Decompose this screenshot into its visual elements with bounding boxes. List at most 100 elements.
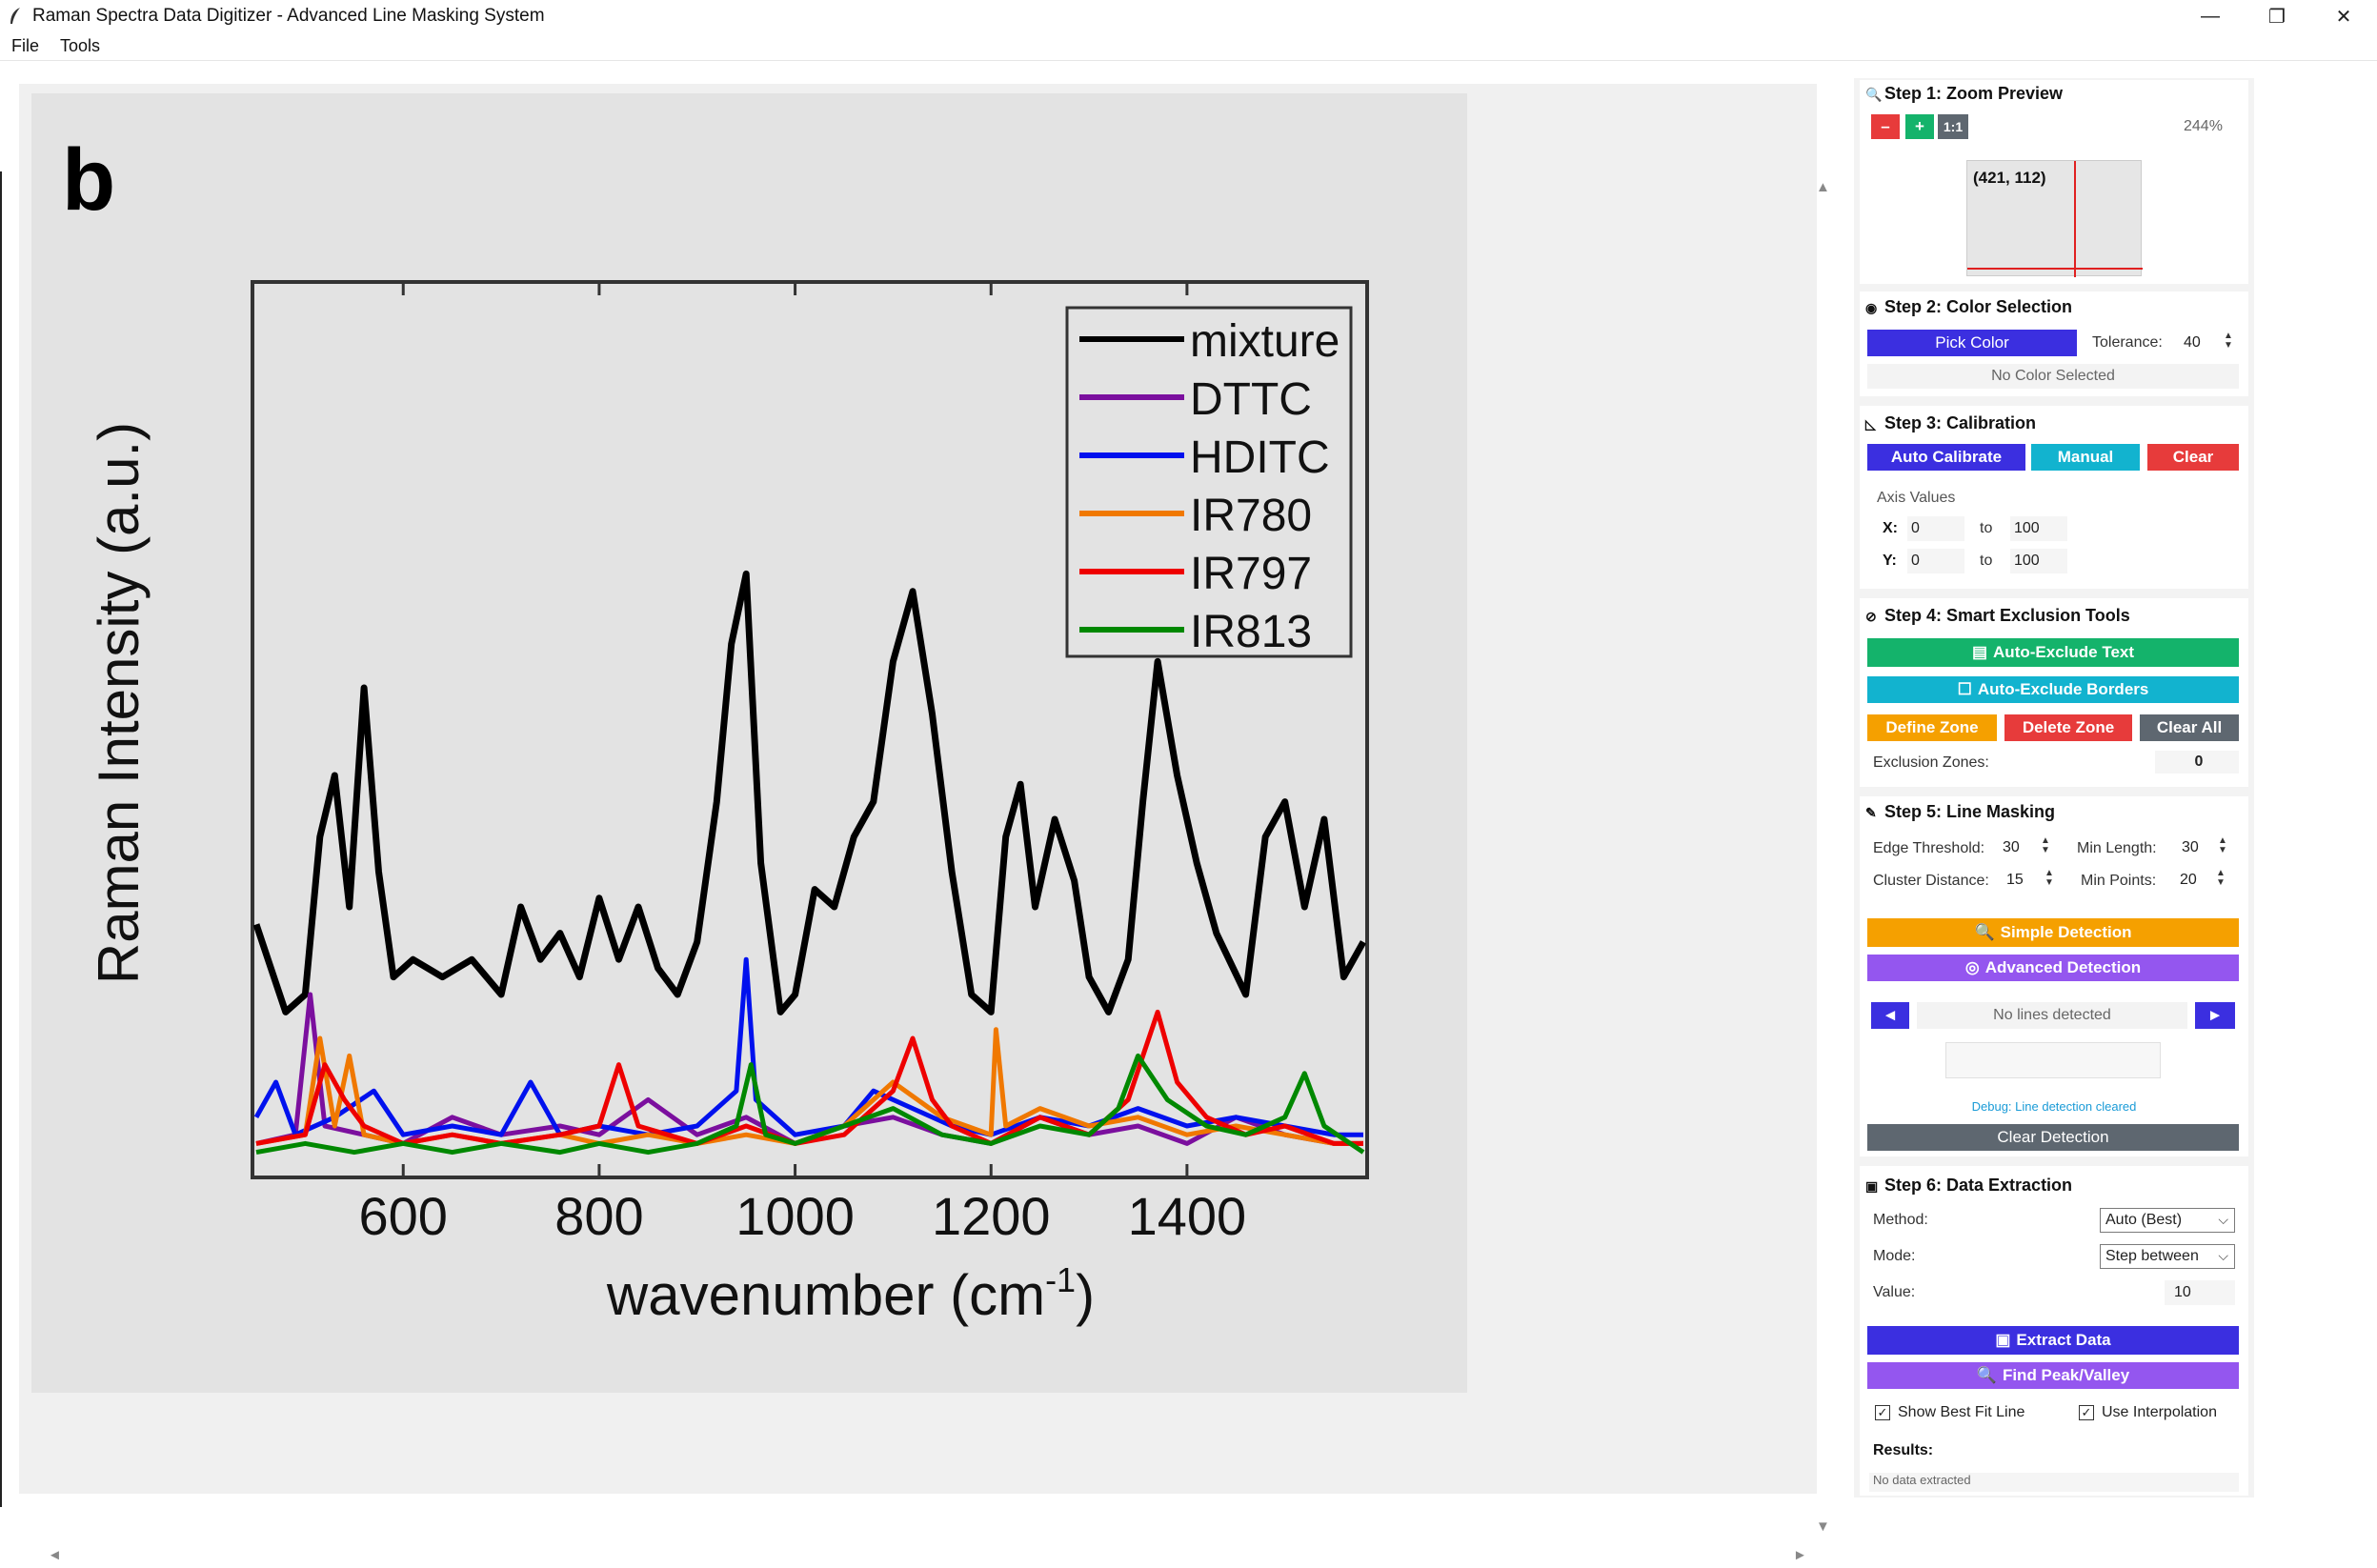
x-tick-label: 1200 xyxy=(932,1186,1051,1246)
menu-bar: File Tools xyxy=(0,32,2377,61)
y-to-input[interactable]: 100 xyxy=(2010,549,2067,573)
define-zone-button[interactable]: Define Zone xyxy=(1867,714,1997,741)
step6-title: ▣ Step 6: Data Extraction xyxy=(1865,1176,2073,1195)
best-fit-checkbox[interactable]: ✓ Show Best Fit Line xyxy=(1875,1404,2024,1421)
image-canvas[interactable]: b Raman Intensity (a.u.) 600 800 1000 1200 1… xyxy=(19,84,1830,1563)
interpolation-checkbox[interactable]: ✓ Use Interpolation xyxy=(2079,1404,2217,1421)
maximize-button[interactable]: ❐ xyxy=(2268,6,2286,28)
simple-detection-button[interactable]: 🔍 Simple Detection xyxy=(1867,918,2239,947)
legend-label-ir797: IR797 xyxy=(1190,549,1312,599)
auto-exclude-text-button[interactable]: ▤ Auto-Exclude Text xyxy=(1867,638,2239,667)
tolerance-input[interactable]: 40 xyxy=(2180,332,2214,354)
vertical-scrollbar[interactable]: ▲ ▼ xyxy=(1810,179,1835,1541)
minimize-button[interactable]: — xyxy=(2201,5,2220,27)
next-line-button[interactable]: ► xyxy=(2195,1002,2235,1029)
y-from-input[interactable]: 0 xyxy=(1907,549,1964,573)
method-select[interactable]: Auto (Best) ⌵ xyxy=(2100,1208,2235,1233)
legend-label-ir780: IR780 xyxy=(1190,491,1312,541)
scroll-right-icon[interactable]: ► xyxy=(1793,1547,1807,1563)
edge-threshold-spinner[interactable]: ▲ ▼ xyxy=(2041,835,2050,855)
x-tick-label: 600 xyxy=(359,1186,448,1246)
mode-label: Mode: xyxy=(1873,1248,1916,1264)
clear-all-zones-button[interactable]: Clear All xyxy=(2140,714,2239,741)
x-axis-label-text: wavenumber (cm xyxy=(606,1263,1045,1327)
cluster-distance-input[interactable]: 15 xyxy=(2003,869,2035,892)
delete-zone-button[interactable]: Delete Zone xyxy=(2004,714,2132,741)
x-axis-label-close: ) xyxy=(1076,1263,1095,1327)
tolerance-spinner[interactable]: ▲ ▼ xyxy=(2224,331,2233,351)
debug-message: Debug: Line detection cleared xyxy=(1971,1099,2137,1114)
ruler-icon: ◺ xyxy=(1865,416,1876,432)
target-icon: ◎ xyxy=(1964,958,1980,976)
menu-file[interactable]: File xyxy=(11,36,40,55)
advanced-detection-button[interactable]: ◎ Advanced Detection xyxy=(1867,955,2239,981)
min-points-spinner[interactable]: ▲ ▼ xyxy=(2216,868,2226,888)
x-axis-label: wavenumber (cm-1) xyxy=(606,1260,1095,1327)
auto-calibrate-button[interactable]: Auto Calibrate xyxy=(1867,444,2025,471)
min-length-label: Min Length: xyxy=(2077,840,2157,856)
pick-color-button[interactable]: Pick Color xyxy=(1867,330,2077,356)
mode-select[interactable]: Step between ⌵ xyxy=(2100,1244,2235,1269)
preview-crosshair-h xyxy=(1967,268,2143,270)
magnifier-icon: 🔍 xyxy=(1865,87,1883,102)
step1-title: 🔍 Step 1: Zoom Preview xyxy=(1865,84,2064,103)
text-icon: ▤ xyxy=(1971,643,1988,661)
lines-status: No lines detected xyxy=(1917,1002,2187,1029)
value-input[interactable]: 10 xyxy=(2165,1280,2235,1305)
window-edge xyxy=(0,171,2,1507)
find-peak-valley-button[interactable]: 🔍 Find Peak/Valley xyxy=(1867,1362,2239,1389)
chart-image[interactable]: b Raman Intensity (a.u.) 600 800 1000 1200 1… xyxy=(31,93,1467,1393)
x-tick-label: 800 xyxy=(554,1186,643,1246)
brush-icon: ✎ xyxy=(1865,805,1877,820)
step3-title: ◺ Step 3: Calibration xyxy=(1865,413,2037,432)
step5-title: ✎ Step 5: Line Masking xyxy=(1865,802,2056,821)
x-from-input[interactable]: 0 xyxy=(1907,516,1964,541)
square-icon: ☐ xyxy=(1957,680,1972,698)
step6-section: ▣ Step 6: Data Extraction Method: Auto (B… xyxy=(1860,1166,2248,1496)
scroll-down-icon[interactable]: ▼ xyxy=(1816,1518,1830,1535)
chevron-down-icon: ⌵ xyxy=(2218,1212,2228,1227)
clear-detection-button[interactable]: Clear Detection xyxy=(1867,1124,2239,1151)
x-to-label: to xyxy=(1980,520,1993,536)
step4-section: ⊘ Step 4: Smart Exclusion Tools ▤ Auto-Exc… xyxy=(1860,598,2248,787)
menu-tools[interactable]: Tools xyxy=(60,36,101,55)
clear-calibration-button[interactable]: Clear xyxy=(2147,444,2239,471)
min-length-spinner[interactable]: ▲ ▼ xyxy=(2218,835,2227,855)
close-button[interactable]: ✕ xyxy=(2335,6,2352,28)
min-points-input[interactable]: 20 xyxy=(2176,869,2208,892)
mode-value: Step between xyxy=(2105,1248,2199,1264)
save-icon: ▣ xyxy=(1865,1178,1879,1194)
results-text: No data extracted xyxy=(1869,1473,2239,1492)
legend-label-hditc: HDITC xyxy=(1190,432,1330,483)
legend-frame xyxy=(1065,306,1353,658)
legend: mixture DTTC HDITC IR780 IR797 IR813 xyxy=(1065,306,1353,658)
series-line-mixture xyxy=(252,570,1367,1015)
scroll-up-icon[interactable]: ▲ xyxy=(1816,179,1830,195)
method-label: Method: xyxy=(1873,1212,1928,1228)
scroll-left-icon[interactable]: ◄ xyxy=(48,1547,62,1563)
cluster-distance-label: Cluster Distance: xyxy=(1873,873,1989,889)
prev-line-button[interactable]: ◄ xyxy=(1871,1002,1909,1029)
legend-label-mixture: mixture xyxy=(1190,316,1340,367)
exclusion-zones-label: Exclusion Zones: xyxy=(1873,754,1989,771)
min-length-input[interactable]: 30 xyxy=(2178,836,2210,859)
check-icon: ✓ xyxy=(1875,1405,1890,1420)
auto-exclude-borders-button[interactable]: ☐ Auto-Exclude Borders xyxy=(1867,676,2239,703)
title-bar: Raman Spectra Data Digitizer - Advanced … xyxy=(0,0,2377,32)
zoom-out-button[interactable]: – xyxy=(1871,114,1900,139)
color-status: No Color Selected xyxy=(1867,364,2239,389)
cluster-distance-spinner[interactable]: ▲ ▼ xyxy=(2045,868,2054,888)
zoom-reset-button[interactable]: 1:1 xyxy=(1938,114,1968,139)
edge-threshold-input[interactable]: 30 xyxy=(1999,836,2031,859)
extract-data-button[interactable]: ▣ Extract Data xyxy=(1867,1326,2239,1355)
preview-crosshair-v xyxy=(2074,161,2076,277)
x-to-input[interactable]: 100 xyxy=(2010,516,2067,541)
y-axis-label: Raman Intensity (a.u.) xyxy=(87,422,151,984)
manual-calibrate-button[interactable]: Manual xyxy=(2031,444,2140,471)
legend-label-dttc: DTTC xyxy=(1190,374,1312,425)
zoom-in-button[interactable]: + xyxy=(1905,114,1934,139)
panel-label: b xyxy=(62,131,115,229)
zoom-level: 244% xyxy=(2184,118,2223,134)
horizontal-scrollbar[interactable]: ◄ ► xyxy=(48,1547,1810,1568)
series-line-ir813 xyxy=(255,1053,1365,1156)
